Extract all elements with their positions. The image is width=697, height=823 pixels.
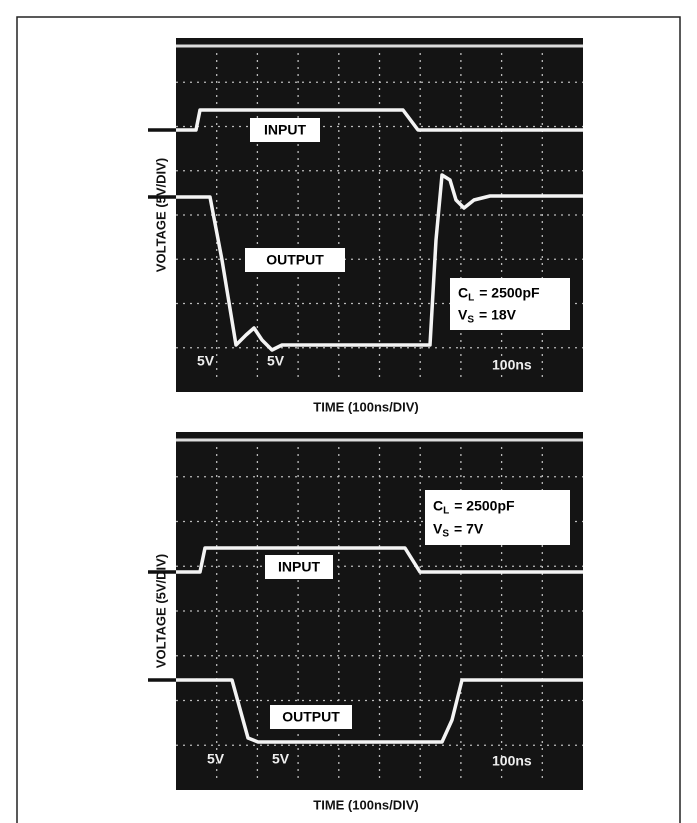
input-trace: [176, 546, 583, 574]
conditions-box: [450, 278, 570, 330]
input-trace: [176, 108, 583, 132]
y-axis-label: VOLTAGE (5V/DIV): [153, 158, 168, 272]
readout: 5V: [207, 751, 225, 767]
supply-value: = 18V: [479, 306, 517, 322]
readout: 100ns: [492, 753, 532, 769]
capacitance-symbol: C: [433, 497, 443, 513]
input-label-box: [250, 118, 320, 142]
supply-symbol: V: [433, 520, 443, 536]
capacitance: CL = 2500pF: [458, 284, 540, 303]
output-label-box: [245, 248, 345, 272]
capacitance-symbol: C: [458, 284, 468, 300]
input-label: INPUT: [278, 559, 320, 575]
readout: 100ns: [492, 357, 532, 373]
output-trace: [176, 678, 583, 744]
supply: VS = 7V: [433, 520, 484, 539]
readout: 5V: [267, 353, 285, 369]
conditions-box: [425, 490, 570, 545]
supply: VS = 18V: [458, 306, 517, 325]
x-axis-label: TIME (100ns/DIV): [313, 399, 418, 414]
capacitance-sub: L: [443, 505, 449, 516]
frame: [16, 16, 681, 823]
capacitance-value: = 2500pF: [479, 284, 540, 300]
output-trace: [176, 173, 583, 352]
input-label-box: [265, 555, 333, 579]
readout: 5V: [197, 353, 215, 369]
output-label: OUTPUT: [266, 252, 324, 268]
capacitance-value: = 2500pF: [454, 497, 515, 513]
output-label: OUTPUT: [282, 709, 340, 725]
supply-sub: S: [442, 528, 449, 539]
supply-value: = 7V: [454, 520, 484, 536]
x-axis-label: TIME (100ns/DIV): [313, 797, 418, 812]
input-label: INPUT: [264, 122, 306, 138]
supply-symbol: V: [458, 306, 468, 322]
supply-sub: S: [467, 314, 474, 325]
y-axis-label: VOLTAGE (5V/DIV): [153, 554, 168, 668]
readout: 5V: [272, 751, 290, 767]
capacitance: CL = 2500pF: [433, 497, 515, 516]
output-label-box: [270, 705, 352, 729]
capacitance-sub: L: [468, 292, 474, 303]
